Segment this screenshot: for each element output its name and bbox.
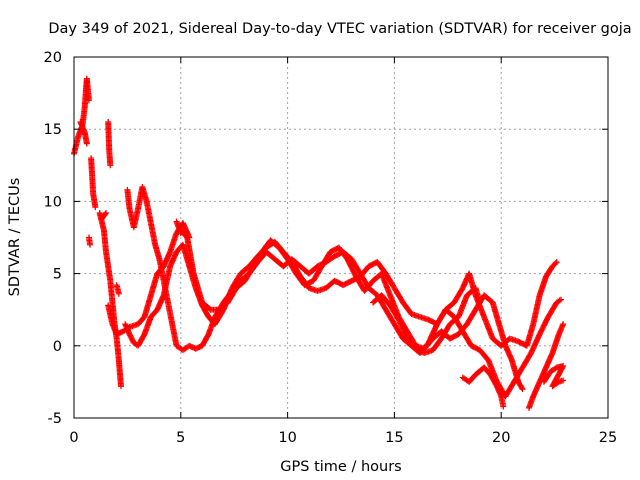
y-tick-label: 0 [53,339,62,355]
series-track [177,227,526,393]
x-tick-label: 5 [176,430,185,446]
x-tick-label: 10 [278,430,296,446]
data-point [518,384,525,391]
data-point [103,209,110,216]
series-track [96,209,124,390]
data-point [92,204,99,211]
x-tick-label: 25 [599,430,617,446]
data-point [177,230,184,237]
data-points [71,75,567,411]
data-point [476,299,483,306]
data-point [554,379,561,386]
y-tick-label: -5 [48,411,62,427]
series-track [124,183,565,400]
x-axis-label: GPS time / hours [280,459,401,475]
series-track [77,118,90,147]
series-track [85,209,184,297]
plot-frame [73,56,609,419]
axis-ticks: 0 5 10 15 20 25 -5 0 5 10 15 20 [44,50,618,446]
y-tick-label: 10 [44,194,62,210]
data-point [558,296,565,303]
data-point [83,140,90,147]
x-tick-label: 0 [69,430,78,446]
data-point [87,241,94,248]
data-point [519,386,526,393]
data-point [117,383,124,390]
data-point [107,162,114,169]
x-tick-label: 15 [385,430,403,446]
data-point [500,403,507,410]
data-point [560,321,567,328]
data-point [560,377,567,384]
data-point [115,290,122,297]
series-track [370,285,483,357]
series-track [71,75,99,211]
data-point [553,259,560,266]
y-axis-label: SDTVAR / TECUs [7,178,23,297]
y-tick-label: 20 [44,50,62,66]
series-track [540,363,567,390]
chart-title: Day 349 of 2021, Sidereal Day-to-day VTE… [48,21,631,37]
data-point [102,211,109,218]
x-tick-label: 20 [492,430,510,446]
series-track [105,118,114,169]
y-tick-label: 15 [44,122,62,138]
grid-lines [74,57,608,418]
data-point [552,260,559,267]
y-tick-label: 5 [53,267,62,283]
series-track [459,364,507,410]
data-point [85,97,92,104]
